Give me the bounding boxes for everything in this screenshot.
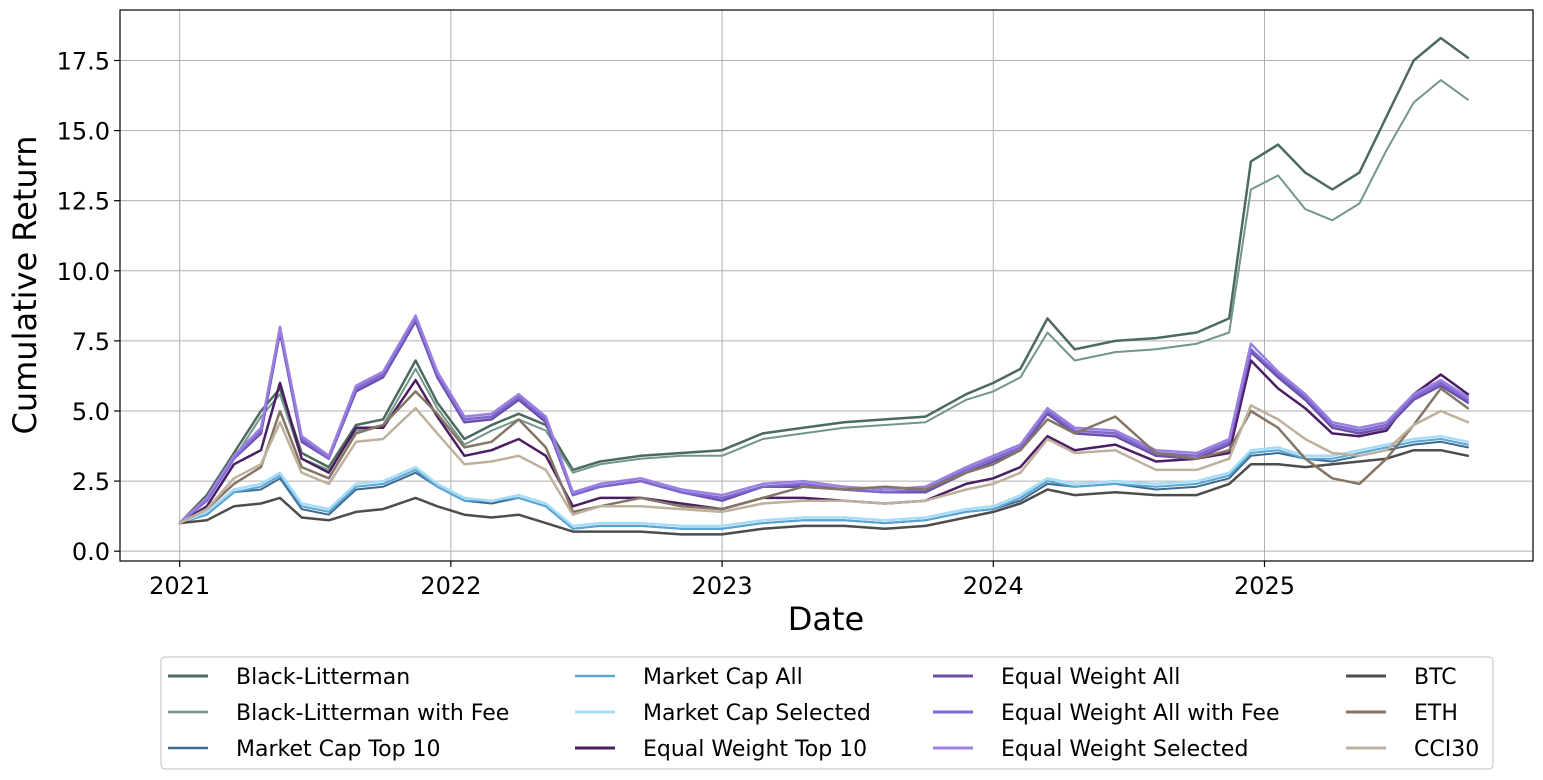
series-line-eth xyxy=(178,387,1470,525)
legend-entries: Black-Litterman Black-Litterman with Fee M… xyxy=(168,665,1479,762)
y-axis-ticks: 0.0 2.5 5.0 7.5 10.0 12.5 15.0 17.5 xyxy=(57,47,120,566)
legend-label-black-litterman: Black-Litterman xyxy=(236,665,410,690)
legend: Black-Litterman Black-Litterman with Fee M… xyxy=(160,656,1494,770)
series-lines xyxy=(178,36,1470,536)
series-line-equal-weight-selected xyxy=(178,314,1470,525)
y-tick-label: 12.5 xyxy=(57,188,110,216)
series-line-market-cap-selected xyxy=(178,434,1470,528)
legend-label-cci30: CCI30 xyxy=(1414,737,1479,762)
x-axis-ticks: 2021 2022 2023 2024 2025 xyxy=(149,561,1295,600)
legend-label-equal-weight-selected: Equal Weight Selected xyxy=(1001,737,1248,762)
legend-label-equal-weight-top-10: Equal Weight Top 10 xyxy=(643,737,867,762)
y-tick-label: 2.5 xyxy=(72,468,110,496)
legend-label-market-cap-selected: Market Cap Selected xyxy=(643,701,871,726)
legend-label-equal-weight-all-with-fee: Equal Weight All with Fee xyxy=(1001,701,1280,726)
y-tick-label: 10.0 xyxy=(57,258,110,286)
legend-label-eth: ETH xyxy=(1414,701,1458,726)
series-line-market-cap-all xyxy=(178,438,1469,530)
legend-label-equal-weight-all: Equal Weight All xyxy=(1001,665,1180,690)
legend-frame xyxy=(160,656,1494,770)
x-tick-label: 2025 xyxy=(1234,572,1295,600)
y-tick-label: 5.0 xyxy=(72,398,110,426)
series-line-cci30 xyxy=(178,404,1470,525)
y-tick-label: 15.0 xyxy=(57,118,110,146)
y-tick-label: 17.5 xyxy=(57,47,110,75)
x-tick-label: 2023 xyxy=(692,572,753,600)
series-line-black-litterman-with-fee xyxy=(178,79,1469,525)
legend-label-btc: BTC xyxy=(1414,665,1457,690)
legend-label-market-cap-top-10: Market Cap Top 10 xyxy=(236,737,441,762)
x-tick-label: 2022 xyxy=(420,572,481,600)
x-tick-label: 2024 xyxy=(963,572,1024,600)
x-axis-label: Date xyxy=(788,600,864,638)
grid xyxy=(120,10,1533,561)
series-line-black-litterman xyxy=(178,36,1470,525)
series-line-equal-weight-top-10 xyxy=(178,359,1470,525)
series-line-btc xyxy=(178,448,1470,536)
y-tick-label: 7.5 xyxy=(72,328,110,356)
y-tick-label: 0.0 xyxy=(72,538,110,566)
legend-label-market-cap-all: Market Cap All xyxy=(643,665,803,690)
legend-label-black-litterman-with-fee: Black-Litterman with Fee xyxy=(236,701,509,726)
x-tick-label: 2021 xyxy=(149,572,210,600)
y-axis-label: Cumulative Return xyxy=(6,136,44,435)
plot-frame xyxy=(119,9,1534,562)
